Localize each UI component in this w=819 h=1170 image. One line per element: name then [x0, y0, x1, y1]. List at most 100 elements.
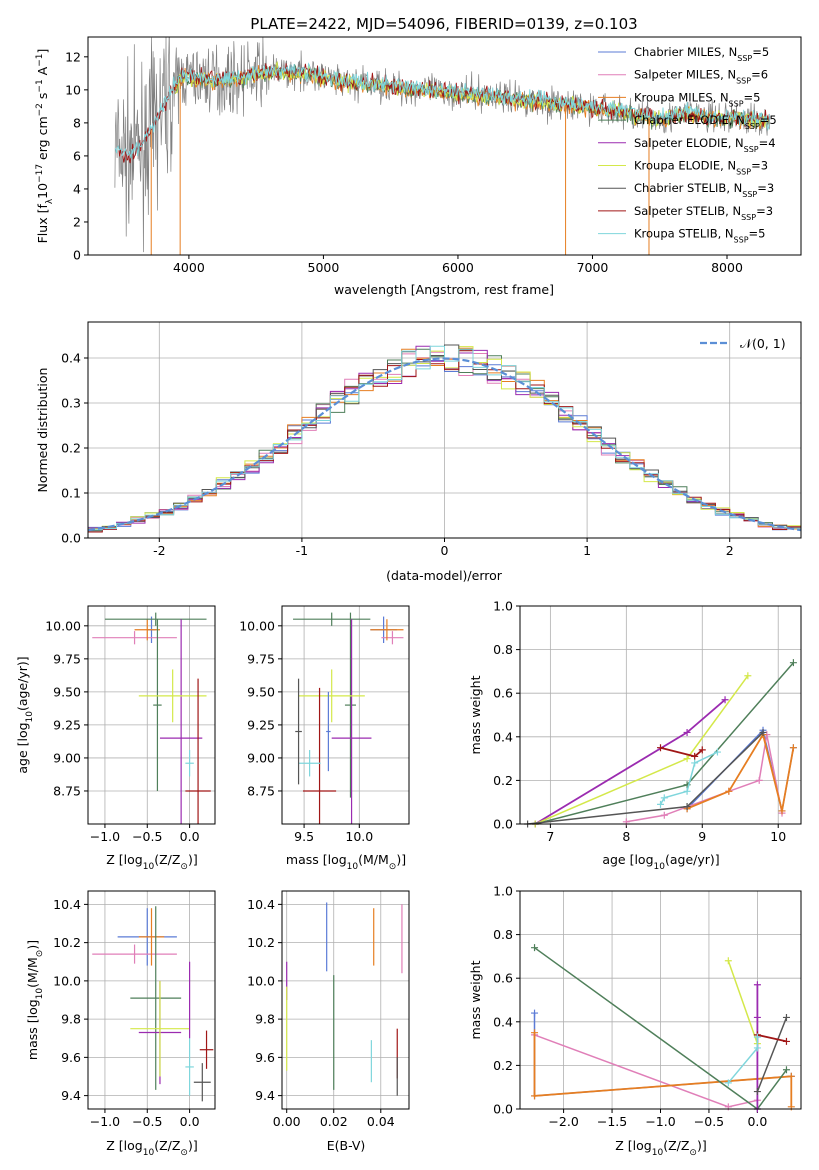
marker-chabrier_stelib: [782, 1013, 790, 1021]
axes-frame: [519, 890, 802, 1110]
y-axis-label: age [log10(age/yr)]: [15, 656, 35, 773]
marker-kroupa_elodie: [724, 957, 732, 965]
marker-chabrier_stelib: [753, 1088, 761, 1096]
x-tick-label: 7000: [577, 260, 609, 275]
marker-kroupa_stelib: [683, 787, 691, 795]
axes-frame: [519, 605, 802, 825]
series-line-chabrier_elodie: [534, 947, 788, 1109]
legend-label-chabrier_stelib: Chabrier STELIB, NSSP=3: [634, 181, 774, 199]
legend-label-normal: 𝒩(0, 1): [740, 336, 786, 351]
x-axis-label: age [log10(age/yr)]: [602, 852, 719, 872]
y-tick-label: 2: [73, 214, 81, 229]
y-tick-label: 9.50: [53, 684, 81, 699]
x-tick-label: −0.5: [132, 1114, 162, 1129]
marker-salpeter_elodie: [753, 981, 761, 989]
y-tick-label: 0.1: [61, 486, 81, 501]
y-tick-label: 9.6: [255, 1050, 275, 1065]
x-tick-label: 4000: [173, 260, 205, 275]
marker-chabrier_stelib: [683, 803, 691, 811]
legend-label-salpeter_stelib: Salpeter STELIB, NSSP=3: [634, 204, 773, 222]
marker-chabrier_elodie: [789, 659, 797, 667]
legend-label-kroupa_miles: Kroupa MILES, NSSP=5: [634, 90, 760, 108]
x-axis-label: Z [log10(Z/Z⊙)]: [106, 852, 197, 872]
marker-salpeter_stelib: [698, 746, 706, 754]
mass-vs-ebv-panel: 0.00 0.02 0.04 9.4 9.6 9.8 10.0 10.2 10.4 E(B-V): [247, 890, 410, 1153]
series-line-chabrier_stelib: [527, 731, 764, 824]
x-tick-label: 0.0: [180, 829, 200, 844]
y-tick-label: 10.0: [247, 973, 275, 988]
marker-chabrier_stelib: [759, 728, 767, 736]
x-tick-label: −2.0: [548, 1114, 578, 1129]
histogram-x-axis-label: (data-model)/error: [386, 568, 503, 583]
y-tick-label: 0.2: [493, 1058, 513, 1073]
y-tick-label: 0.0: [61, 531, 81, 546]
legend-label-kroupa_elodie: Kroupa ELODIE, NSSP=3: [634, 159, 768, 177]
y-tick-label: 10: [65, 82, 81, 97]
marker-kroupa_stelib: [691, 759, 699, 767]
y-tick-label: 0.0: [493, 817, 513, 832]
x-axis-label: Z [log10(Z/Z⊙)]: [106, 1138, 197, 1158]
y-tick-label: 6: [73, 148, 81, 163]
mass-weight-vs-z-panel: −2.0 −1.5 −1.0 −0.5 0.0 0.0 0.2 0.4 0.6 0.8 1.0 Z […: [468, 884, 802, 1158]
x-tick-label: 10: [770, 829, 786, 844]
x-tick-label: −1.0: [90, 1114, 120, 1129]
marker-kroupa_miles: [531, 1092, 539, 1100]
series-line-salpeter_stelib: [660, 746, 703, 758]
y-tick-label: 0.6: [493, 686, 513, 701]
y-tick-label: 9.00: [53, 750, 81, 765]
x-tick-label: 9.5: [294, 829, 314, 844]
y-tick-label: 0.4: [493, 1014, 513, 1029]
marker-kroupa_stelib: [713, 748, 721, 756]
series-line-salpeter_stelib: [757, 1034, 787, 1043]
legend-label-kroupa_stelib: Kroupa STELIB, NSSP=5: [634, 227, 765, 245]
age-vs-mass-panel: 9.5 10.0 8.75 9.00 9.25 9.50 9.75 10.00 mass [lo…: [239, 605, 410, 872]
x-tick-label: 2: [726, 543, 734, 558]
normal-curve-line: [87, 357, 802, 532]
x-tick-label: 0.02: [320, 1114, 348, 1129]
series-line-kroupa_miles: [686, 732, 795, 812]
marker-kroupa_stelib: [660, 794, 668, 802]
y-tick-label: 1.0: [493, 599, 513, 614]
y-tick-label: 9.6: [61, 1050, 81, 1065]
x-axis-label: mass [log10(M/M⊙)]: [286, 852, 406, 872]
x-tick-label: −1.5: [597, 1114, 627, 1129]
legend-label-salpeter_elodie: Salpeter ELODIE, NSSP=4: [634, 136, 776, 154]
x-tick-label: 0.00: [273, 1114, 301, 1129]
age-vs-z-panel: −1.0 −0.5 0.0 8.75 9.00 9.25 9.50 9.75 10.00 Z [l…: [15, 605, 216, 872]
x-tick-label: 0.04: [367, 1114, 395, 1129]
axes-frame: [281, 605, 410, 825]
y-tick-label: 0.2: [61, 441, 81, 456]
marker-salpeter_elodie: [753, 1013, 761, 1021]
x-tick-label: 0.0: [747, 1114, 767, 1129]
y-tick-label: 10.2: [247, 935, 275, 950]
x-tick-label: −0.5: [694, 1114, 724, 1129]
y-tick-label: 0.2: [493, 773, 513, 788]
y-tick-label: 0.8: [493, 927, 513, 942]
x-tick-label: 10.0: [345, 829, 373, 844]
residual-histogram-panel: -2 -1 0 1 2 0.0 0.1 0.2 0.3 0.4 𝒩(0, 1) (data-model…: [35, 321, 802, 583]
x-tick-label: −1.0: [645, 1114, 675, 1129]
marker-kroupa_stelib: [753, 1044, 761, 1052]
axes-frame: [87, 890, 216, 1110]
marker-kroupa_miles: [789, 744, 797, 752]
marker-kroupa_miles: [725, 787, 733, 795]
mass-vs-z-panel: −1.0 −0.5 0.0 9.4 9.6 9.8 10.0 10.2 10.4 Z [log10…: [25, 890, 216, 1158]
x-axis-label: Z [log10(Z/Z⊙)]: [615, 1138, 706, 1158]
legend-label-chabrier_elodie: Chabrier ELODIE, NSSP=5: [634, 113, 777, 131]
y-tick-label: 10.2: [53, 935, 81, 950]
series-line-chabrier_miles: [686, 728, 795, 812]
y-tick-label: 0.6: [493, 971, 513, 986]
marker-chabrier_elodie: [531, 944, 539, 952]
y-tick-label: 0.8: [493, 642, 513, 657]
marker-chabrier_elodie: [782, 1066, 790, 1074]
y-tick-label: 0: [73, 248, 81, 263]
y-tick-label: 10.0: [53, 973, 81, 988]
series-line-kroupa_miles: [533, 1032, 793, 1107]
y-tick-label: 9.00: [247, 750, 275, 765]
spectrum-y-axis-label: Flux [fλ10−17 erg cm−2 s−1 A−1]: [35, 49, 55, 244]
spectrum-panel: 4000 5000 6000 7000 8000 0 2 4 6 8 10 12 wavelength …: [35, 36, 802, 297]
y-tick-label: 9.75: [247, 651, 275, 666]
x-tick-label: 7: [546, 829, 554, 844]
x-tick-label: -2: [153, 543, 165, 558]
marker-kroupa_stelib: [753, 1033, 761, 1041]
